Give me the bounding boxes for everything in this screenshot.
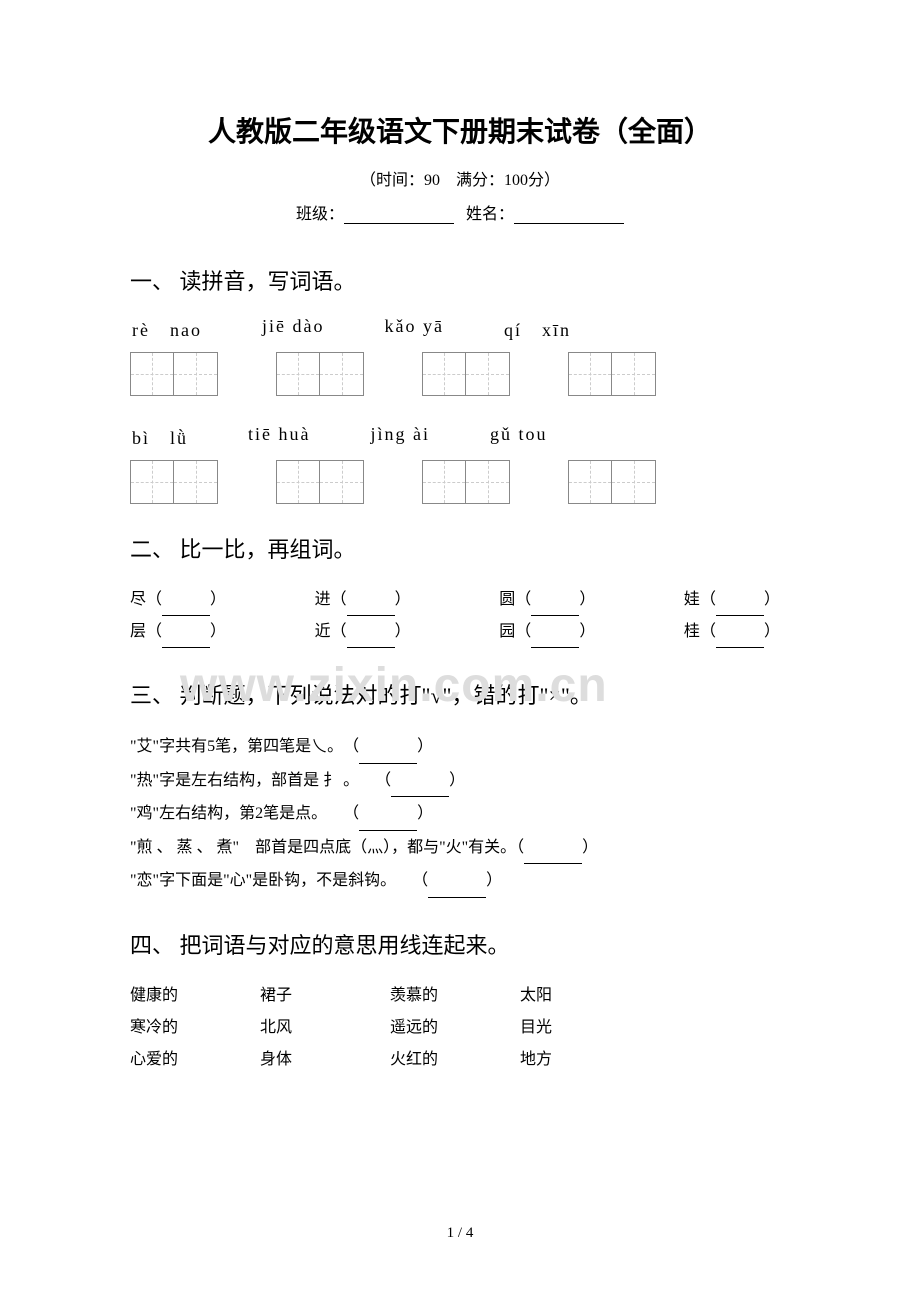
section4-heading: 四、 把词语与对应的意思用线连起来。 — [130, 928, 790, 960]
match-cell: 心爱的 — [130, 1044, 260, 1076]
section3-heading: 三、 判断题，下列说法对的打"√"，错的打"×"。 — [130, 678, 790, 710]
section2-heading: 二、 比一比，再组词。 — [130, 532, 790, 564]
class-label: 班级： — [296, 206, 344, 223]
pinyin: rè nao — [132, 316, 202, 342]
blank — [716, 647, 764, 648]
page-title: 人教版二年级语文下册期末试卷（全面） — [130, 110, 790, 150]
char-box-pair — [422, 460, 510, 504]
judge-text: "鸡"左右结构，第2笔是点。 （ — [130, 805, 359, 822]
name-blank — [514, 223, 624, 224]
char: 园 — [499, 623, 515, 640]
pinyin-row-1: rè nao jiē dào kǎo yā qí xīn — [130, 316, 790, 342]
pinyin: tiē huà — [248, 424, 310, 450]
name-label: 姓名： — [466, 206, 514, 223]
char-box — [276, 460, 320, 504]
class-blank — [344, 223, 454, 224]
compare-row: 尽（） 进（） 圆（） 娃（） — [130, 584, 790, 616]
char-box-pair — [568, 460, 656, 504]
match-cell: 地方 — [520, 1044, 650, 1076]
match-row: 寒冷的 北风 遥远的 目光 — [130, 1012, 790, 1044]
compare-item: 娃（） — [684, 584, 780, 616]
compare-item: 进（） — [315, 584, 411, 616]
char-box — [422, 352, 466, 396]
char: 桂 — [684, 623, 700, 640]
compare-item: 尽（） — [130, 584, 226, 616]
compare-item: 园（） — [499, 616, 595, 648]
char-box-pair — [276, 352, 364, 396]
blank — [531, 647, 579, 648]
judge-text: "煎 、 蒸 、 煮" 部首是四点底（灬），都与"火"有关。（ — [130, 839, 524, 856]
char-box-pair — [422, 352, 510, 396]
match-cell: 北风 — [260, 1012, 390, 1044]
char-box — [174, 352, 218, 396]
section1-heading: 一、 读拼音，写词语。 — [130, 264, 790, 296]
pinyin: gǔ tou — [490, 424, 548, 450]
char-box — [568, 460, 612, 504]
compare-item: 桂（） — [684, 616, 780, 648]
char-box — [320, 460, 364, 504]
char-box — [466, 460, 510, 504]
compare-item: 圆（） — [499, 584, 595, 616]
char: 娃 — [684, 591, 700, 608]
box-row-1 — [130, 352, 790, 396]
box-row-2 — [130, 460, 790, 504]
pinyin-row-2: bì lǜ tiē huà jìng ài gǔ tou — [130, 424, 790, 450]
blank — [428, 897, 486, 898]
match-cell: 遥远的 — [390, 1012, 520, 1044]
match-cell: 裙子 — [260, 980, 390, 1012]
match-cell: 羡慕的 — [390, 980, 520, 1012]
match-cell: 身体 — [260, 1044, 390, 1076]
char-box — [130, 460, 174, 504]
blank — [162, 647, 210, 648]
pinyin: bì lǜ — [132, 424, 188, 450]
judge-line: "鸡"左右结构，第2笔是点。 （） — [130, 797, 790, 831]
char: 尽 — [130, 591, 146, 608]
judge-text: "艾"字共有5笔，第四笔是乀。 （ — [130, 738, 359, 755]
char-box-pair — [130, 352, 218, 396]
char: 近 — [315, 623, 331, 640]
char-box — [422, 460, 466, 504]
char-box — [320, 352, 364, 396]
pinyin: qí xīn — [504, 316, 571, 342]
pinyin: jiē dào — [262, 316, 324, 342]
subtitle: （时间：90 满分：100分） — [130, 166, 790, 190]
judge-text: "热"字是左右结构，部首是 扌 。 （ — [130, 772, 391, 789]
judge-line: "恋"字下面是"心"是卧钩，不是斜钩。 （） — [130, 864, 790, 898]
char-box — [466, 352, 510, 396]
char-box — [568, 352, 612, 396]
blank — [524, 863, 582, 864]
match-row: 心爱的 身体 火红的 地方 — [130, 1044, 790, 1076]
judge-line: "煎 、 蒸 、 煮" 部首是四点底（灬），都与"火"有关。（） — [130, 831, 790, 865]
page-number: 1 / 4 — [0, 1225, 920, 1242]
char: 层 — [130, 623, 146, 640]
compare-item: 层（） — [130, 616, 226, 648]
pinyin: kǎo yā — [384, 316, 443, 342]
char-box — [276, 352, 320, 396]
match-cell: 太阳 — [520, 980, 650, 1012]
match-row: 健康的 裙子 羡慕的 太阳 — [130, 980, 790, 1012]
match-cell: 健康的 — [130, 980, 260, 1012]
judge-line: "艾"字共有5笔，第四笔是乀。 （） — [130, 730, 790, 764]
blank — [347, 647, 395, 648]
info-line: 班级： 姓名： — [130, 200, 790, 224]
char: 圆 — [499, 591, 515, 608]
pinyin: jìng ài — [371, 424, 431, 450]
match-cell: 火红的 — [390, 1044, 520, 1076]
judge-text: "恋"字下面是"心"是卧钩，不是斜钩。 （ — [130, 872, 428, 889]
match-cell: 寒冷的 — [130, 1012, 260, 1044]
char-box — [612, 460, 656, 504]
char-box-pair — [568, 352, 656, 396]
char-box — [612, 352, 656, 396]
match-table: 健康的 裙子 羡慕的 太阳 寒冷的 北风 遥远的 目光 心爱的 身体 火红的 地… — [130, 980, 790, 1076]
compare-row: 层（） 近（） 园（） 桂（） — [130, 616, 790, 648]
char-box-pair — [130, 460, 218, 504]
char-box-pair — [276, 460, 364, 504]
char-box — [130, 352, 174, 396]
judge-line: "热"字是左右结构，部首是 扌 。 （） — [130, 764, 790, 798]
compare-item: 近（） — [315, 616, 411, 648]
char-box — [174, 460, 218, 504]
match-cell: 目光 — [520, 1012, 650, 1044]
char: 进 — [315, 591, 331, 608]
